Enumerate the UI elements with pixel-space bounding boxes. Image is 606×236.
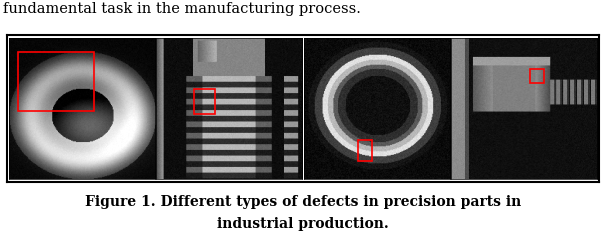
Bar <box>195 89 215 114</box>
Bar <box>530 69 544 83</box>
Text: fundamental task in the manufacturing process.: fundamental task in the manufacturing pr… <box>3 2 361 16</box>
Text: Figure 1. Different types of defects in precision parts in: Figure 1. Different types of defects in … <box>85 195 521 209</box>
Bar <box>18 52 94 111</box>
Bar <box>358 140 372 161</box>
Text: industrial production.: industrial production. <box>217 217 389 231</box>
